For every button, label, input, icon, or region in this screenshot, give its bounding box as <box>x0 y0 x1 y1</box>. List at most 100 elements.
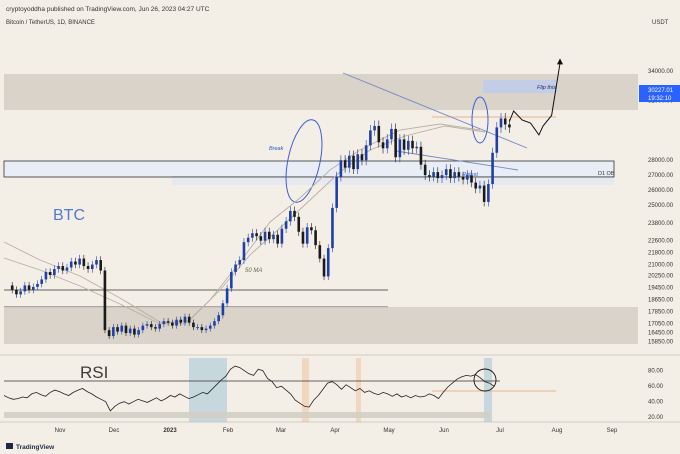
candle-body <box>394 128 397 158</box>
price-tick-label: 21800.00 <box>648 251 674 257</box>
time-tick-label: Dec <box>109 428 120 434</box>
projection-arrow-head <box>557 58 563 65</box>
candle-body <box>103 270 107 331</box>
price-tick-label: 28000.00 <box>648 158 674 164</box>
candle-body <box>238 260 242 265</box>
candle-body <box>65 267 69 271</box>
time-tick-label: May <box>383 428 394 434</box>
candle-body <box>78 258 81 265</box>
candle-body <box>251 233 254 238</box>
candle-body <box>95 260 98 265</box>
candle-body <box>99 260 103 271</box>
price-badge-countdown: 19:32:10 <box>648 96 672 102</box>
candle-body <box>183 316 187 323</box>
time-tick-label: Mar <box>276 428 286 434</box>
candle-body <box>373 125 376 131</box>
candle-body <box>179 319 183 323</box>
candle-body <box>360 154 364 161</box>
candle-body <box>457 172 461 177</box>
candle-body <box>217 315 220 322</box>
candle-body <box>40 279 44 284</box>
candle-body <box>297 216 301 232</box>
candle-body <box>61 266 65 271</box>
candle-body <box>263 231 267 241</box>
rsi-tick-label: 80.00 <box>648 369 664 375</box>
rsi-highlight-3 <box>356 358 361 422</box>
candle-body <box>267 231 271 240</box>
candle-body <box>474 182 478 189</box>
candle-body <box>154 327 157 329</box>
projection-path <box>508 63 561 136</box>
time-tick-label: Apr <box>330 428 339 434</box>
candle-body <box>44 271 48 280</box>
candle-body <box>322 258 326 277</box>
candle-body <box>213 321 216 326</box>
candle-body <box>259 236 263 241</box>
candle-body <box>343 160 347 168</box>
price-axis[interactable]: 34000.0032000.0028000.0027000.0026000.00… <box>648 69 674 346</box>
time-axis[interactable]: Nov Dec 2023 Feb Mar Apr May Jun Jul Aug Sep <box>55 428 618 434</box>
price-tick-label: 22600.00 <box>648 239 674 245</box>
candle-body <box>339 160 343 177</box>
candle-body <box>19 291 22 295</box>
candle-body <box>208 325 212 329</box>
candle-body <box>331 207 334 249</box>
price-tick-label: 21000.00 <box>648 263 674 269</box>
candle-body <box>242 242 246 261</box>
candle-body <box>166 321 170 323</box>
candle-body <box>276 234 279 244</box>
candle-body <box>158 324 161 329</box>
candle-body <box>31 286 35 290</box>
candle-body <box>423 164 427 176</box>
candle-body <box>381 142 385 149</box>
price-tick-label: 18650.00 <box>648 298 674 304</box>
candle-body <box>74 261 77 265</box>
rsi-highlight-2 <box>302 358 309 422</box>
candle-body <box>145 324 149 326</box>
candle-body <box>200 327 204 331</box>
candle-body <box>318 245 322 259</box>
price-tick-label: 27000.00 <box>648 173 674 179</box>
symbol-label[interactable]: Bitcoin / TetherUS, 1D, BINANCE <box>6 20 95 26</box>
candle-body <box>171 322 174 326</box>
candle-body <box>301 231 305 244</box>
price-tick-label: 23800.00 <box>648 221 674 227</box>
price-tick-label: 16450.00 <box>648 330 674 336</box>
candle-body <box>141 325 145 331</box>
brand-label: TradingView <box>16 444 55 451</box>
candle-body <box>348 155 351 168</box>
candle-body <box>149 324 153 328</box>
time-tick-label: Nov <box>55 428 66 434</box>
candle-body <box>162 321 166 325</box>
candle-body <box>385 139 389 149</box>
candle-body <box>369 130 372 146</box>
time-tick-label: Feb <box>223 428 234 434</box>
btc-label: BTC <box>53 207 85 224</box>
retest-label: Retest <box>462 172 478 178</box>
candle-body <box>415 146 419 149</box>
price-tick-label: 19450.00 <box>648 286 674 292</box>
candle-body <box>419 146 423 165</box>
break-label: Break <box>269 146 284 152</box>
candlestick-series <box>10 112 511 339</box>
time-tick-label: Jun <box>439 428 449 434</box>
candle-body <box>377 125 381 143</box>
candle-body <box>407 140 410 150</box>
candle-body <box>69 261 73 268</box>
rsi-axis: 80.00 60.00 40.00 20.00 <box>648 369 664 421</box>
candle-body <box>461 176 465 180</box>
candle-body <box>234 264 237 272</box>
candle-body <box>402 139 406 150</box>
candle-body <box>82 258 86 267</box>
candle-body <box>15 289 18 295</box>
candle-body <box>175 319 178 326</box>
time-tick-label: Sep <box>607 428 618 434</box>
candle-body <box>364 145 368 161</box>
price-tick-label: 17850.00 <box>648 309 674 315</box>
flip-label: Flip this <box>537 85 556 91</box>
candle-body <box>289 210 292 222</box>
candle-body <box>491 152 494 185</box>
price-tick-label: 26000.00 <box>648 188 674 194</box>
